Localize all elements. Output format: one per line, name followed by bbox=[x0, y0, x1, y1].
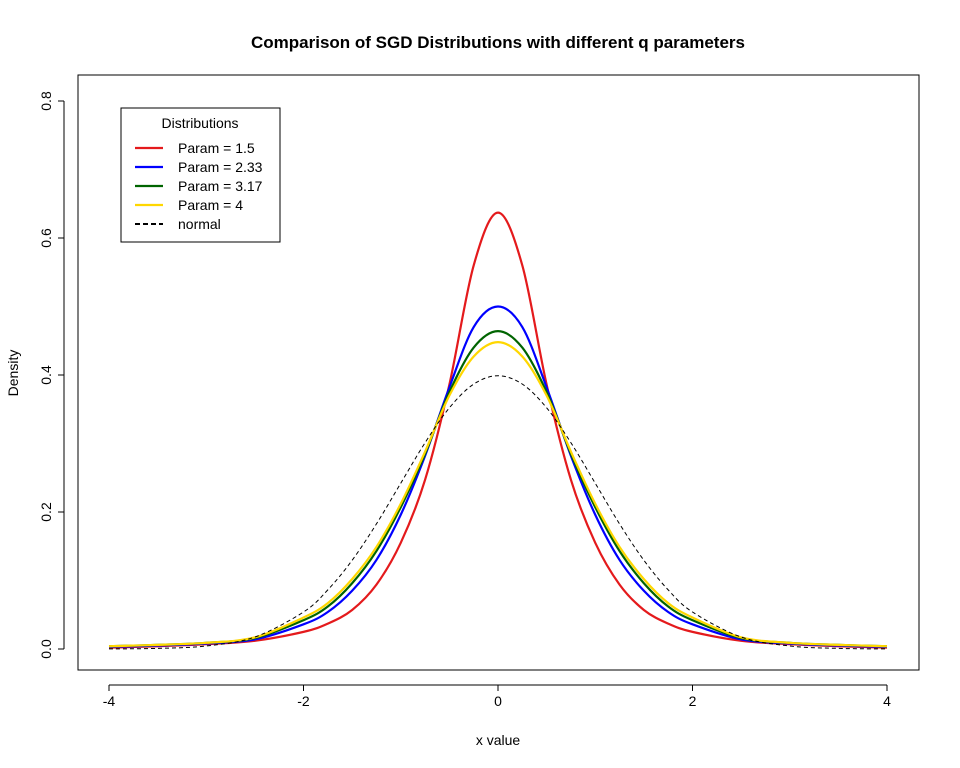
legend-box bbox=[120, 107, 281, 243]
legend-label: Param = 1.5 bbox=[178, 140, 255, 156]
y-tick-label: 0.6 bbox=[38, 228, 54, 248]
x-axis: -4 -2 0 2 4 bbox=[103, 684, 891, 709]
y-axis-label: Density bbox=[5, 350, 21, 397]
x-tick-label: -4 bbox=[103, 693, 116, 709]
x-tick-label: 0 bbox=[494, 693, 502, 709]
y-tick-label: 0.0 bbox=[38, 639, 54, 659]
legend-title: Distributions bbox=[161, 115, 238, 131]
x-tick-label: 4 bbox=[883, 693, 891, 709]
series-line-5 bbox=[108, 375, 888, 650]
legend-label: normal bbox=[178, 216, 221, 232]
series-line-1 bbox=[108, 211, 888, 649]
legend-label: Param = 4 bbox=[178, 197, 243, 213]
chart-title: Comparison of SGD Distributions with dif… bbox=[251, 33, 745, 52]
legend-label: Param = 2.33 bbox=[178, 159, 263, 175]
y-tick-label: 0.4 bbox=[38, 365, 54, 385]
y-tick-label: 0.8 bbox=[38, 91, 54, 111]
y-axis: 0.0 0.2 0.4 0.6 0.8 bbox=[38, 91, 65, 659]
plot-area-border bbox=[77, 74, 920, 671]
x-tick-label: -2 bbox=[297, 693, 310, 709]
legend-items: Param = 1.5 Param = 2.33 Param = 3.17 Param… bbox=[135, 140, 263, 232]
x-tick-label: 2 bbox=[689, 693, 697, 709]
series-line-3 bbox=[108, 330, 888, 648]
legend-label: Param = 3.17 bbox=[178, 178, 263, 194]
y-tick-label: 0.2 bbox=[38, 502, 54, 522]
x-axis-label: x value bbox=[476, 732, 521, 748]
series-line-2 bbox=[108, 305, 888, 649]
series-line-4 bbox=[108, 341, 888, 648]
series-lines bbox=[108, 211, 888, 650]
